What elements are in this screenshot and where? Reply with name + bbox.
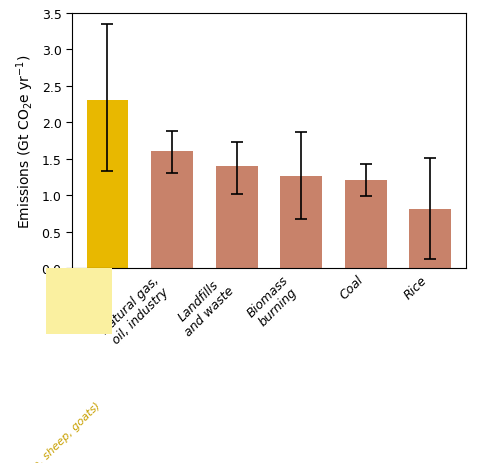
Y-axis label: Emissions (Gt CO$_2$e yr$^{-1}$): Emissions (Gt CO$_2$e yr$^{-1}$) [14,54,36,228]
Bar [409,210,451,269]
Bar [280,176,322,269]
Bar [216,167,257,269]
Bar [345,181,386,269]
Text: (Cattle, sheep, goats): (Cattle, sheep, goats) [10,400,103,463]
Bar [86,101,129,269]
Bar [151,152,193,269]
